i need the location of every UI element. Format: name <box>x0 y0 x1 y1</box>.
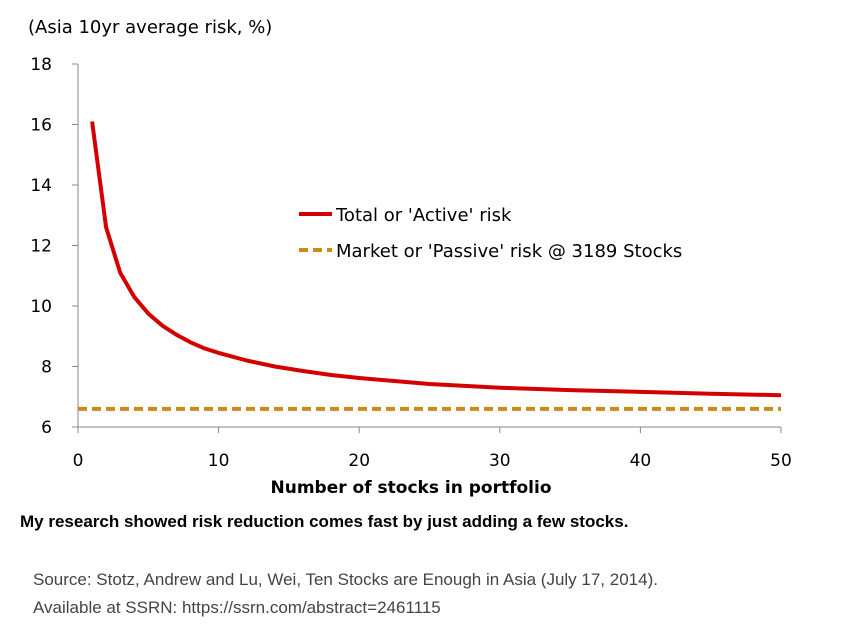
x-axis-label: Number of stocks in portfolio <box>271 478 552 498</box>
y-axis-label: (Asia 10yr average risk, %) <box>28 17 272 38</box>
y-tick-label: 12 <box>30 237 52 257</box>
legend-label-passive-risk: Market or 'Passive' risk @ 3189 Stocks <box>336 241 682 262</box>
legend-label-active-risk: Total or 'Active' risk <box>335 205 512 226</box>
y-tick-label: 18 <box>30 55 52 75</box>
y-tick-label: 16 <box>30 116 52 136</box>
x-tick-label: 20 <box>348 451 370 471</box>
y-tick-label: 14 <box>30 176 52 196</box>
x-tick-label: 40 <box>630 451 652 471</box>
x-tick-label: 30 <box>489 451 511 471</box>
x-tick-label: 10 <box>208 451 230 471</box>
series-line-active-risk <box>90 121 782 398</box>
y-tick-label: 6 <box>41 418 52 438</box>
source-ssrn-link: Available at SSRN: https://ssrn.com/abst… <box>33 598 441 617</box>
y-tick-label: 10 <box>30 297 52 317</box>
source-citation: Source: Stotz, Andrew and Lu, Wei, Ten S… <box>33 570 658 589</box>
risk-chart: (Asia 10yr average risk, %) 6 8 10 12 14 16 18… <box>28 17 792 498</box>
x-tick-label: 0 <box>73 451 84 471</box>
x-tick-label: 50 <box>770 451 792 471</box>
legend: Total or 'Active' risk Market or 'Passiv… <box>299 205 682 262</box>
caption: My research showed risk reduction comes … <box>20 512 629 531</box>
y-tick-label: 8 <box>41 358 52 378</box>
